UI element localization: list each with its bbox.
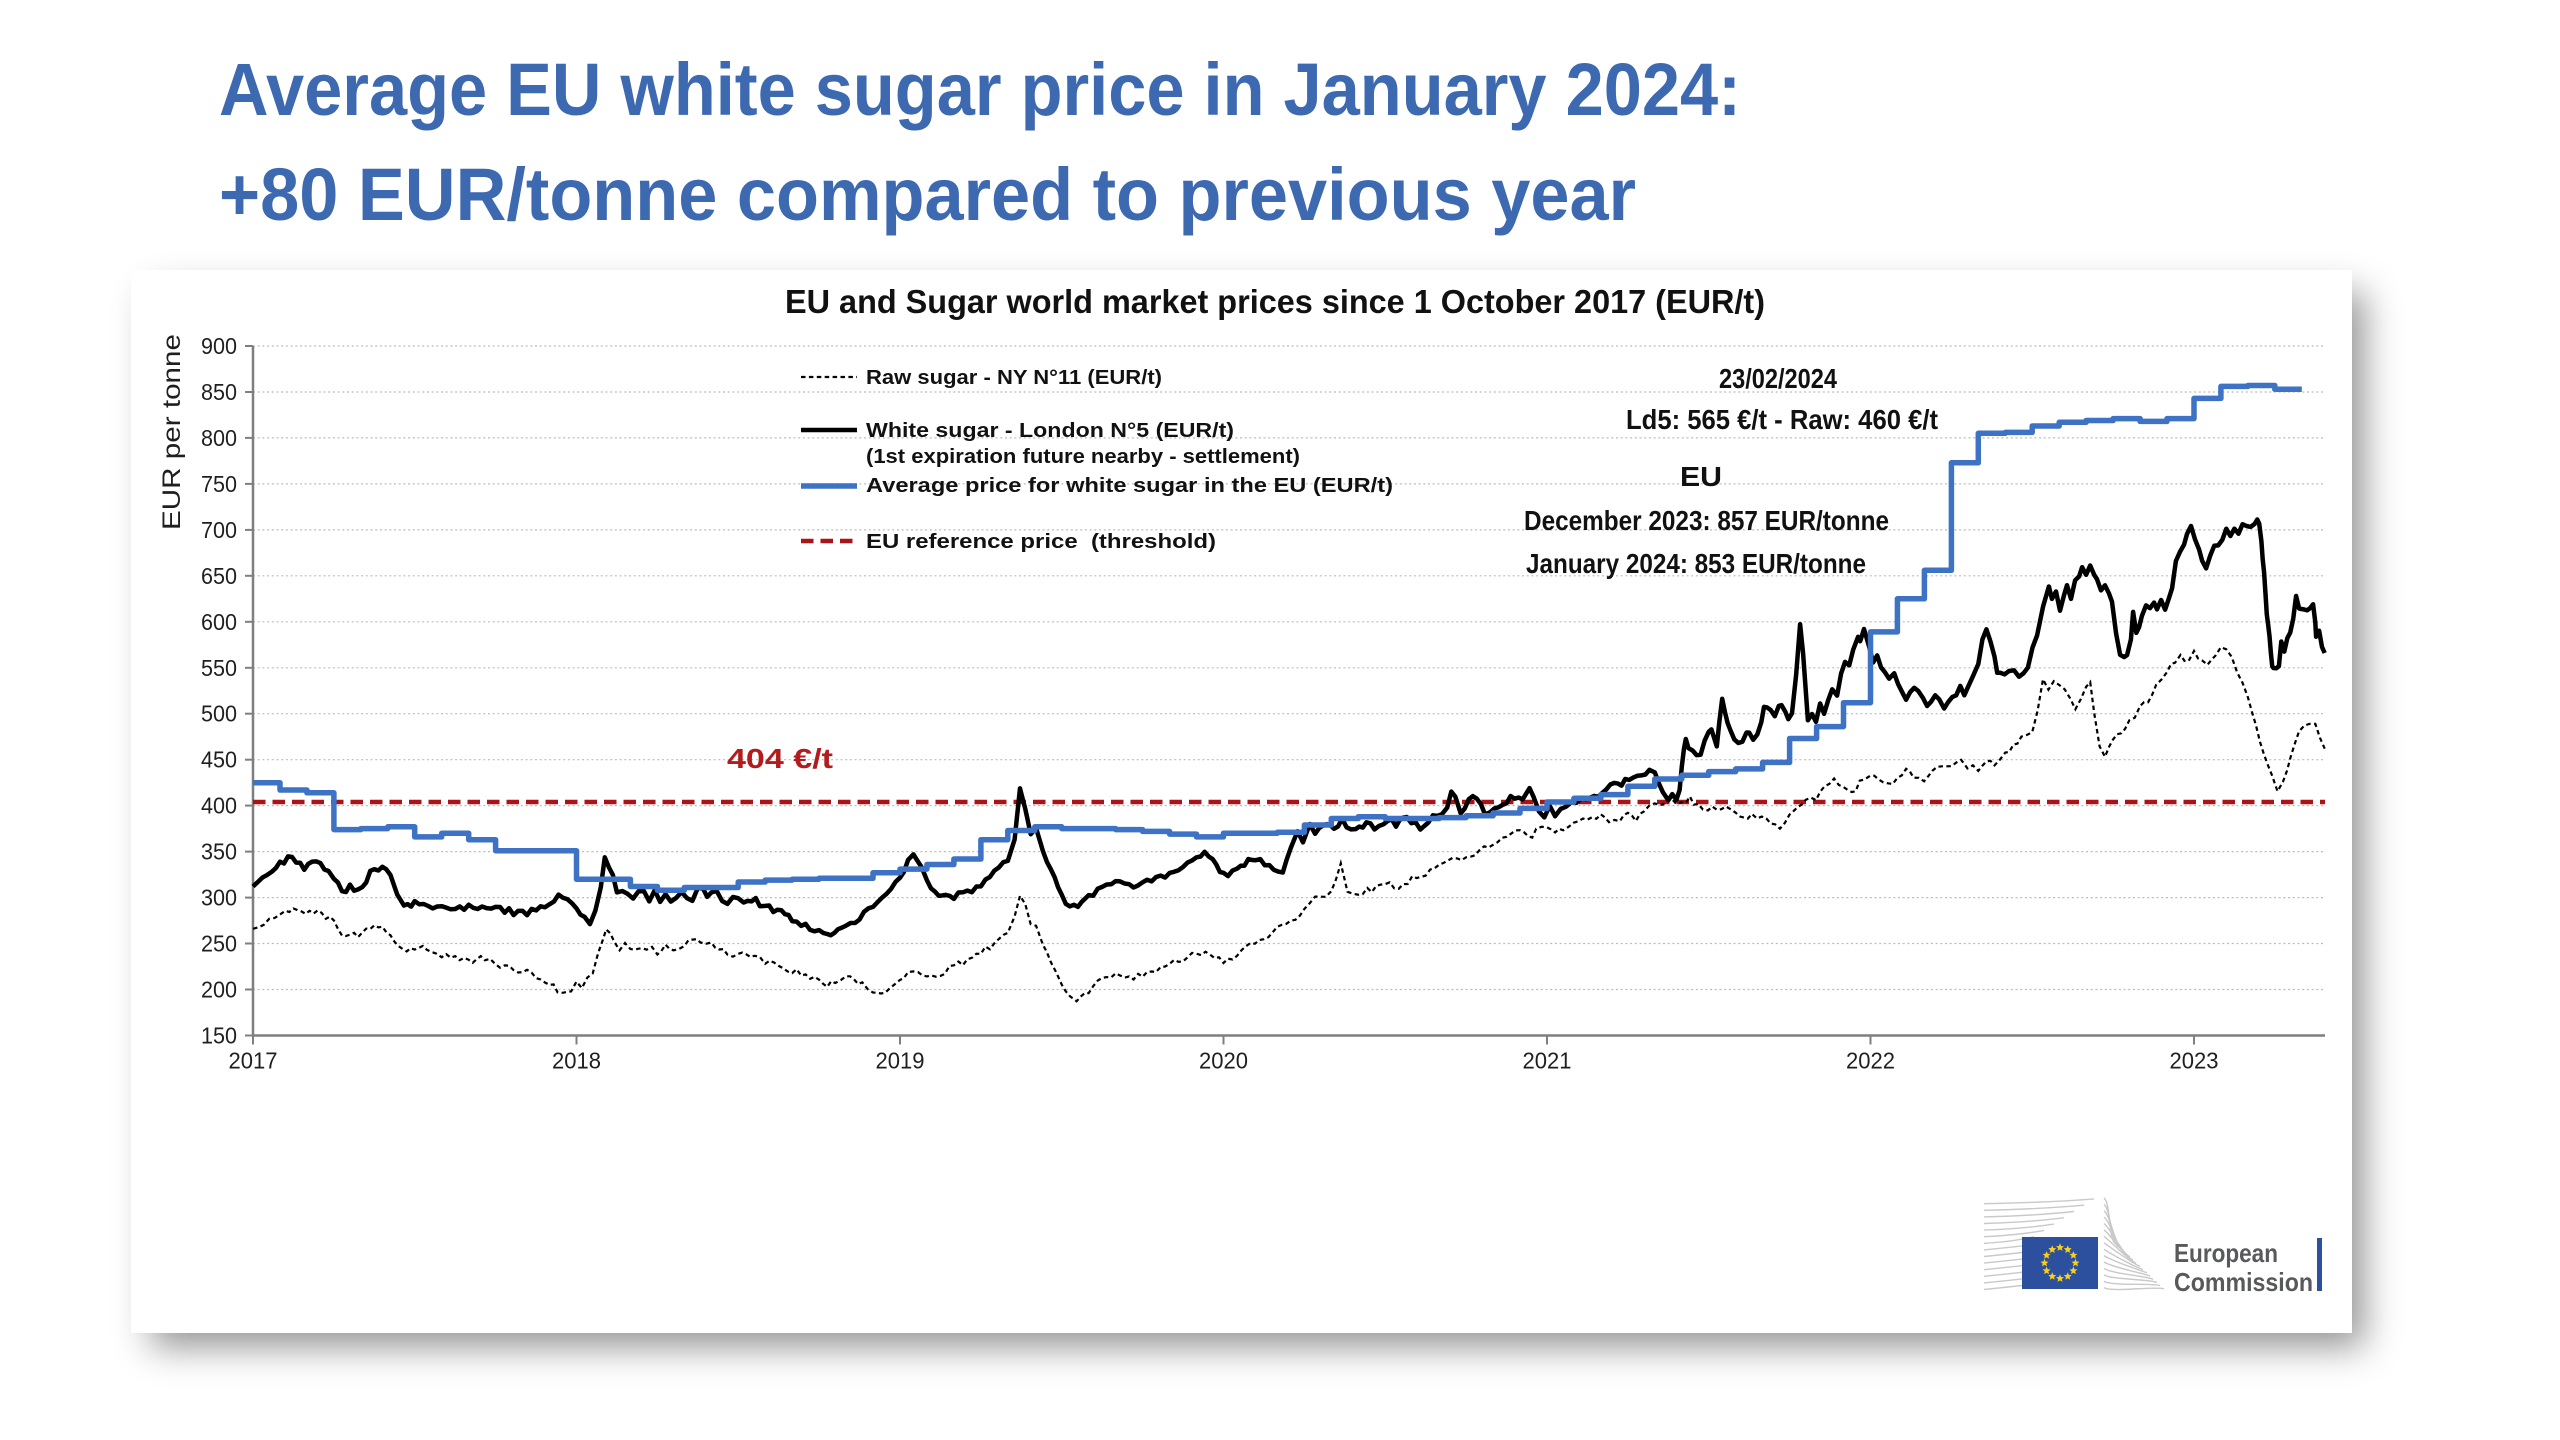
svg-text:800: 800 [201, 425, 237, 451]
svg-text:550: 550 [201, 655, 237, 681]
svg-text:600: 600 [201, 609, 237, 635]
svg-text:January 2024: 853 EUR/tonne: January 2024: 853 EUR/tonne [1526, 548, 1866, 579]
svg-text:(1st expiration future nearby: (1st expiration future nearby - settleme… [866, 446, 1300, 468]
svg-text:EU and Sugar world market pric: EU and Sugar world market prices since 1… [785, 284, 1765, 321]
svg-text:300: 300 [201, 885, 237, 911]
svg-text:650: 650 [201, 563, 237, 589]
svg-text:500: 500 [201, 701, 237, 727]
svg-text:150: 150 [201, 1022, 237, 1048]
svg-text:Average price for white sugar: Average price for white sugar in the EU … [866, 475, 1393, 497]
svg-text:EU reference price (threshold: EU reference price (threshold) [866, 531, 1216, 553]
svg-text:850: 850 [201, 379, 237, 405]
svg-text:2022: 2022 [1846, 1047, 1895, 1073]
svg-text:+80 EUR/tonne compared to prev: +80 EUR/tonne compared to previous year [219, 153, 1636, 236]
svg-text:450: 450 [201, 747, 237, 773]
svg-text:EU: EU [1680, 461, 1722, 492]
svg-text:900: 900 [201, 333, 237, 359]
svg-text:EUR per tonne: EUR per tonne [158, 334, 186, 530]
svg-text:Average EU white sugar price i: Average EU white sugar price in January … [219, 48, 1741, 131]
svg-text:2017: 2017 [229, 1047, 278, 1073]
svg-text:European: European [2174, 1238, 2278, 1268]
svg-text:2021: 2021 [1522, 1047, 1571, 1073]
svg-text:December 2023: 857 EUR/tonne: December 2023: 857 EUR/tonne [1524, 505, 1889, 536]
svg-text:350: 350 [201, 839, 237, 865]
svg-text:250: 250 [201, 931, 237, 957]
svg-text:400: 400 [201, 793, 237, 819]
svg-text:750: 750 [201, 471, 237, 497]
svg-text:23/02/2024: 23/02/2024 [1719, 363, 1837, 394]
svg-text:700: 700 [201, 517, 237, 543]
svg-text:2023: 2023 [2169, 1047, 2218, 1073]
svg-text:Ld5: 565 €/t - Raw: 460 €/t: Ld5: 565 €/t - Raw: 460 €/t [1626, 404, 1938, 435]
svg-text:White sugar - London N°5 (EUR/: White sugar - London N°5 (EUR/t) [866, 420, 1234, 442]
svg-text:2018: 2018 [552, 1047, 601, 1073]
svg-text:2019: 2019 [875, 1047, 924, 1073]
svg-text:200: 200 [201, 977, 237, 1003]
svg-text:Commission: Commission [2174, 1267, 2313, 1297]
svg-text:2020: 2020 [1199, 1047, 1248, 1073]
svg-text:Raw sugar - NY N°11 (EUR/t): Raw sugar - NY N°11 (EUR/t) [866, 367, 1162, 389]
svg-text:404 €/t: 404 €/t [727, 743, 833, 774]
